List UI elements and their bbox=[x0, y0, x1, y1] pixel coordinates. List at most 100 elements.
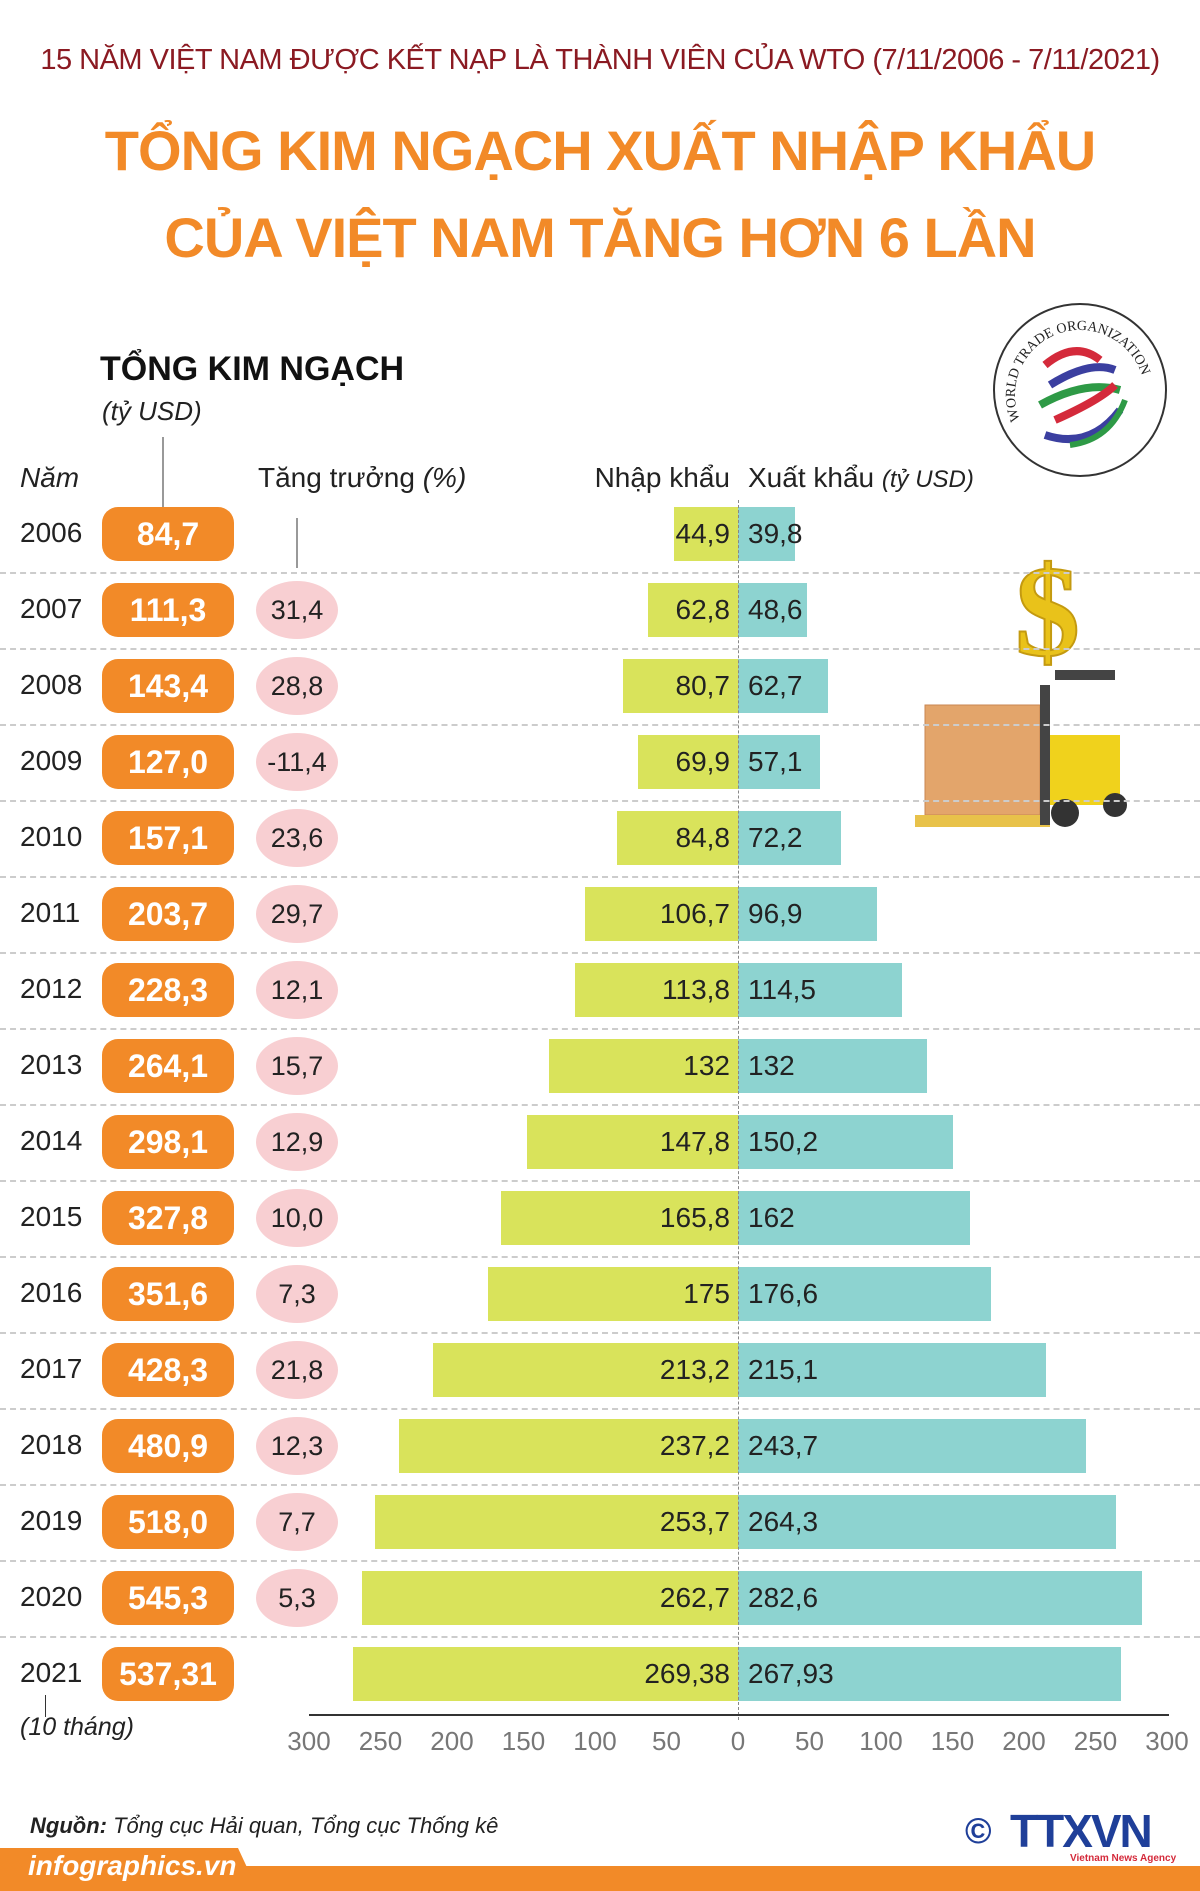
export-bar bbox=[738, 1647, 1122, 1701]
export-bar bbox=[738, 735, 820, 789]
export-bar bbox=[738, 1267, 991, 1321]
year-label: 2020 bbox=[20, 1581, 83, 1612]
import-bar bbox=[487, 1267, 738, 1321]
export-value: 243,7 bbox=[748, 1430, 819, 1461]
year-label: 2018 bbox=[20, 1429, 83, 1460]
growth-bubble: 23,6 bbox=[256, 809, 338, 867]
total-value-pill: 327,8 bbox=[102, 1191, 234, 1245]
year-label: 2015 bbox=[20, 1201, 83, 1232]
import-value: 262,7 bbox=[659, 1582, 730, 1613]
footer-tab bbox=[0, 1848, 258, 1891]
export-value: 72,2 bbox=[748, 822, 803, 853]
import-value: 165,8 bbox=[659, 1202, 730, 1233]
agency-subtitle: Vietnam News Agency bbox=[1070, 1853, 1177, 1864]
x-tick-label: 50 bbox=[795, 1726, 824, 1756]
growth-bubble: 7,7 bbox=[256, 1493, 338, 1551]
import-bar bbox=[575, 963, 738, 1017]
import-value: 62,8 bbox=[675, 594, 731, 625]
copyright-icon: © bbox=[965, 1810, 992, 1851]
x-tick-label: 150 bbox=[930, 1726, 975, 1756]
ttxvn-logo: TTXVN bbox=[1010, 1805, 1153, 1857]
row-separator bbox=[0, 1636, 1200, 1638]
export-value: 114,5 bbox=[748, 974, 816, 1005]
year-label: 2009 bbox=[20, 745, 83, 776]
row-separator bbox=[0, 800, 1200, 802]
total-unit: (tỷ USD) bbox=[102, 396, 202, 426]
total-value-pill: 143,4 bbox=[102, 659, 234, 713]
row-separator bbox=[0, 1180, 1200, 1182]
import-value: 69,9 bbox=[675, 746, 731, 777]
growth-connector bbox=[296, 518, 298, 568]
total-value-pill: 298,1 bbox=[102, 1115, 234, 1169]
title-line-1: TỔNG KIM NGẠCH XUẤT NHẬP KHẨU bbox=[104, 119, 1096, 182]
export-bar bbox=[738, 1495, 1116, 1549]
export-value: 162 bbox=[748, 1202, 795, 1233]
x-tick-label: 200 bbox=[1002, 1726, 1046, 1756]
growth-header: Tăng trưởng (%) bbox=[258, 462, 467, 493]
zero-line bbox=[738, 500, 739, 1720]
export-bar bbox=[738, 1419, 1087, 1473]
export-bar bbox=[738, 1343, 1046, 1397]
import-bar bbox=[549, 1039, 738, 1093]
dollar-icon: $ bbox=[1015, 540, 1080, 684]
growth-bubble: 29,7 bbox=[256, 885, 338, 943]
export-value: 62,7 bbox=[748, 670, 803, 701]
total-value-pill: 127,0 bbox=[102, 735, 234, 789]
growth-bubble: 7,3 bbox=[256, 1265, 338, 1323]
total-value-pill: 264,1 bbox=[102, 1039, 234, 1093]
import-bar bbox=[398, 1419, 738, 1473]
import-value: 147,8 bbox=[659, 1126, 730, 1157]
growth-bubble: 12,1 bbox=[256, 961, 338, 1019]
export-value: 39,8 bbox=[748, 518, 803, 549]
export-value: 96,9 bbox=[748, 898, 803, 929]
import-bar bbox=[616, 811, 738, 865]
import-bar bbox=[375, 1495, 738, 1549]
row-separator bbox=[0, 1560, 1200, 1562]
total-value-pill: 111,3 bbox=[102, 583, 234, 637]
x-tick-label: 250 bbox=[1073, 1726, 1118, 1756]
row-separator bbox=[0, 1408, 1200, 1410]
import-value: 44,9 bbox=[675, 518, 731, 549]
growth-bubble: 10,0 bbox=[256, 1189, 338, 1247]
year-label: 2010 bbox=[20, 821, 83, 852]
export-bar bbox=[738, 1115, 953, 1169]
x-tick-label: 50 bbox=[652, 1726, 681, 1756]
import-value: 106,7 bbox=[659, 898, 730, 929]
import-bar bbox=[673, 507, 738, 561]
wto-logo: WORLD TRADE ORGANIZATION bbox=[993, 303, 1167, 477]
year-label: 2014 bbox=[20, 1125, 83, 1156]
note-connector bbox=[45, 1695, 46, 1717]
export-value: 176,6 bbox=[748, 1278, 819, 1309]
export-value: 57,1 bbox=[748, 746, 803, 777]
import-value: 132 bbox=[683, 1050, 730, 1081]
year-label: 2008 bbox=[20, 669, 83, 700]
x-tick-label: 0 bbox=[730, 1726, 746, 1756]
year-label: 2006 bbox=[20, 517, 83, 548]
x-tick-label: 100 bbox=[573, 1726, 617, 1756]
export-bar bbox=[738, 583, 808, 637]
row-separator bbox=[0, 724, 1200, 726]
growth-bubble: 31,4 bbox=[256, 581, 338, 639]
x-tick-label: 150 bbox=[501, 1726, 546, 1756]
total-value-pill: 351,6 bbox=[102, 1267, 234, 1321]
export-bar bbox=[738, 1571, 1143, 1625]
row-separator bbox=[0, 648, 1200, 650]
site-link[interactable]: infographics.vn bbox=[28, 1850, 237, 1881]
x-tick-label: 100 bbox=[859, 1726, 903, 1756]
year-note: (10 tháng) bbox=[20, 1713, 134, 1741]
export-bar bbox=[738, 659, 828, 713]
export-bar bbox=[738, 507, 795, 561]
growth-bubble: 28,8 bbox=[256, 657, 338, 715]
import-value: 84,8 bbox=[675, 822, 731, 853]
export-bar bbox=[738, 887, 877, 941]
total-value-pill: 518,0 bbox=[102, 1495, 234, 1549]
x-tick-label: 250 bbox=[358, 1726, 403, 1756]
year-label: 2019 bbox=[20, 1505, 83, 1536]
import-bar bbox=[648, 583, 738, 637]
x-tick-label: 200 bbox=[430, 1726, 474, 1756]
row-separator bbox=[0, 572, 1200, 574]
row-separator bbox=[0, 1332, 1200, 1334]
export-bar bbox=[738, 1191, 970, 1245]
row-separator bbox=[0, 1256, 1200, 1258]
import-value: 269,38 bbox=[644, 1658, 730, 1689]
